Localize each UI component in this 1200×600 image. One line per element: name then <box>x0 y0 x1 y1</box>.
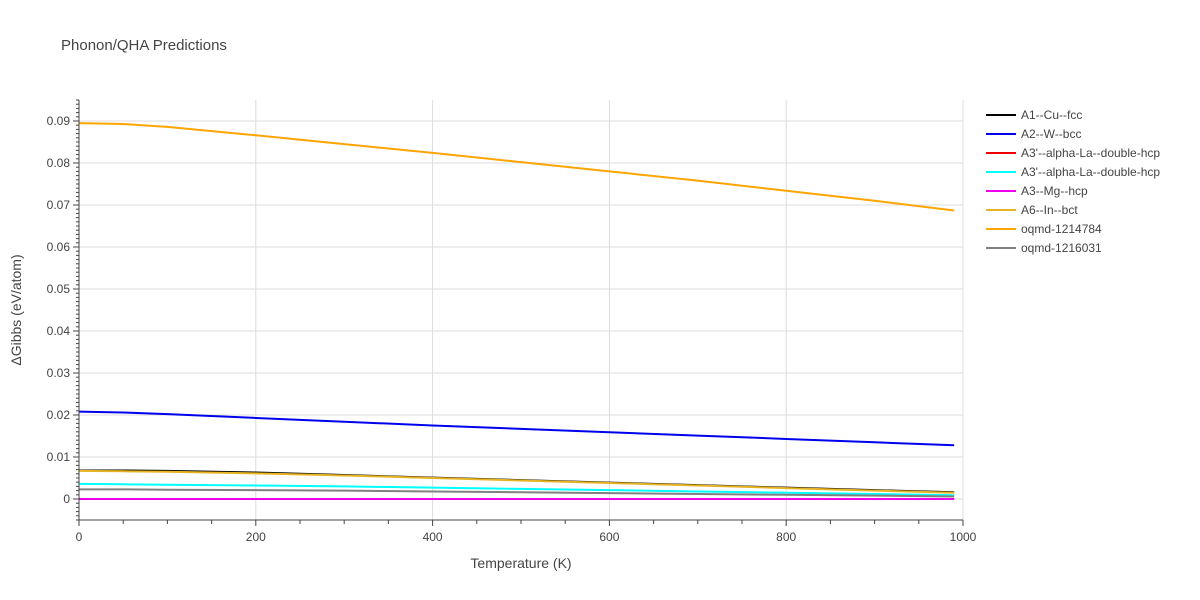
legend-label: A3'--alpha-La--double-hcp <box>1021 165 1160 179</box>
legend-item[interactable]: A2--W--bcc <box>986 127 1081 141</box>
series-line-5 <box>78 469 955 494</box>
y-tick-label: 0.02 <box>47 408 71 422</box>
series-line-7 <box>79 488 955 498</box>
y-axis-title: ΔGibbs (eV/atom) <box>8 254 24 365</box>
x-tick-label: 1000 <box>950 530 977 544</box>
legend-item[interactable]: oqmd-1216031 <box>986 241 1102 255</box>
legend-label: A3'--alpha-La--double-hcp <box>1021 146 1160 160</box>
y-tick-label: 0.07 <box>47 198 71 212</box>
legend-label: oqmd-1216031 <box>1021 241 1102 255</box>
legend-item[interactable]: A6--In--bct <box>986 203 1078 217</box>
y-tick-label: 0.06 <box>47 240 71 254</box>
legend-label: A2--W--bcc <box>1021 127 1081 141</box>
y-tick-label: 0.05 <box>47 282 71 296</box>
legend-label: oqmd-1214784 <box>1021 222 1102 236</box>
y-tick-label: 0.09 <box>47 114 71 128</box>
legend-item[interactable]: A1--Cu--fcc <box>986 108 1082 122</box>
y-tick-label: 0.01 <box>47 450 71 464</box>
x-tick-label: 0 <box>76 530 83 544</box>
y-tick-label: 0.03 <box>47 366 71 380</box>
legend-item[interactable]: A3'--alpha-La--double-hcp <box>986 165 1160 179</box>
legend-label: A3--Mg--hcp <box>1021 184 1088 198</box>
axes-layer: 0 200 400 600 800 1000 0 0.01 0.02 0.03 0.04 0.05 0.… <box>47 99 977 544</box>
x-tick-label: 600 <box>599 530 619 544</box>
legend-item[interactable]: A3--Mg--hcp <box>986 184 1088 198</box>
legend-item[interactable]: oqmd-1214784 <box>986 222 1102 236</box>
y-tick-label: 0.08 <box>47 156 71 170</box>
x-tick-label: 800 <box>776 530 796 544</box>
series-line-1 <box>78 410 955 447</box>
legend[interactable]: A1--Cu--fcc A2--W--bcc A3'--alpha-La--doub… <box>986 108 1160 255</box>
legend-label: A1--Cu--fcc <box>1021 108 1082 122</box>
x-axis-title: Temperature (K) <box>470 555 571 571</box>
legend-label: A6--In--bct <box>1021 203 1078 217</box>
series-line-3 <box>78 482 955 497</box>
y-tick-label: 0 <box>63 492 70 506</box>
x-tick-label: 200 <box>246 530 266 544</box>
series-line-6 <box>78 122 955 212</box>
chart-title: Phonon/QHA Predictions <box>61 37 227 54</box>
series-layer <box>78 122 955 500</box>
legend-item[interactable]: A3'--alpha-La--double-hcp <box>986 146 1160 160</box>
x-tick-label: 400 <box>423 530 443 544</box>
y-tick-label: 0.04 <box>47 324 71 338</box>
